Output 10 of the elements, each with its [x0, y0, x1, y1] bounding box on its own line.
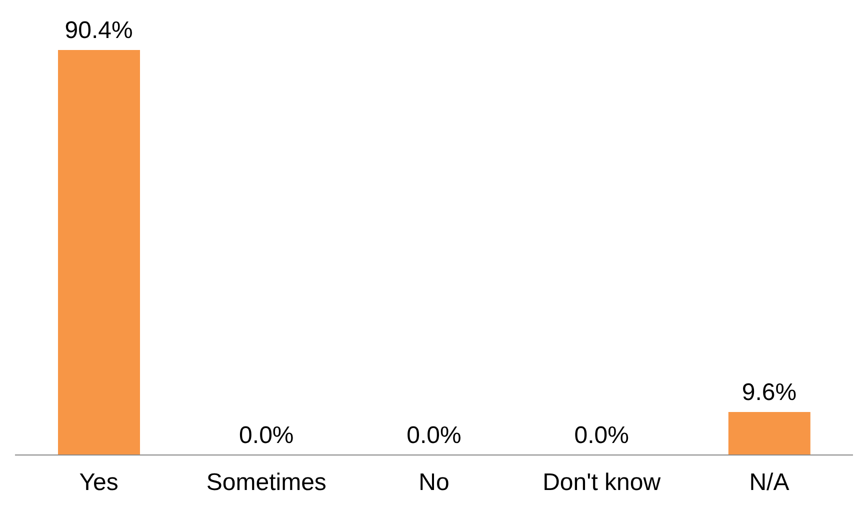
- x-tick-label: N/A: [749, 469, 790, 496]
- x-tick-label: Yes: [79, 469, 118, 496]
- data-label: 90.4%: [64, 17, 133, 44]
- x-tick-label: Sometimes: [206, 469, 326, 496]
- x-tick-label: Don't know: [542, 469, 662, 496]
- data-label: 0.0%: [239, 422, 294, 449]
- data-label: 0.0%: [406, 422, 462, 449]
- x-tick-label: No: [418, 469, 450, 496]
- data-label: 9.6%: [742, 378, 797, 406]
- data-label: 0.0%: [574, 422, 629, 449]
